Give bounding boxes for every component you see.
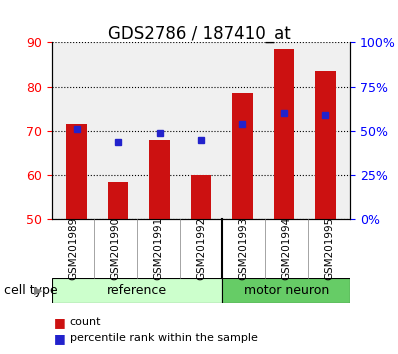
Bar — [222, 278, 350, 303]
Text: percentile rank within the sample: percentile rank within the sample — [70, 333, 258, 343]
Bar — [273, 49, 294, 219]
Text: ■: ■ — [54, 332, 66, 344]
Bar — [191, 175, 211, 219]
Text: GSM201994: GSM201994 — [281, 217, 291, 280]
Bar — [108, 182, 129, 219]
Bar — [315, 71, 336, 219]
Text: ■: ■ — [54, 316, 66, 329]
Text: motor neuron: motor neuron — [244, 284, 329, 297]
Text: GDS2786 / 187410_at: GDS2786 / 187410_at — [107, 25, 291, 43]
Text: cell type: cell type — [4, 284, 58, 297]
Text: reference: reference — [107, 284, 167, 297]
Bar — [232, 93, 253, 219]
Text: GSM201991: GSM201991 — [153, 217, 163, 280]
Bar — [66, 124, 87, 219]
Text: GSM201990: GSM201990 — [111, 217, 121, 280]
Text: GSM201989: GSM201989 — [68, 217, 78, 280]
Text: count: count — [70, 317, 101, 327]
Text: GSM201995: GSM201995 — [324, 217, 334, 280]
Bar — [149, 140, 170, 219]
Bar — [52, 278, 222, 303]
Text: GSM201992: GSM201992 — [196, 217, 206, 280]
Text: GSM201993: GSM201993 — [239, 217, 249, 280]
Text: ▶: ▶ — [33, 285, 42, 295]
